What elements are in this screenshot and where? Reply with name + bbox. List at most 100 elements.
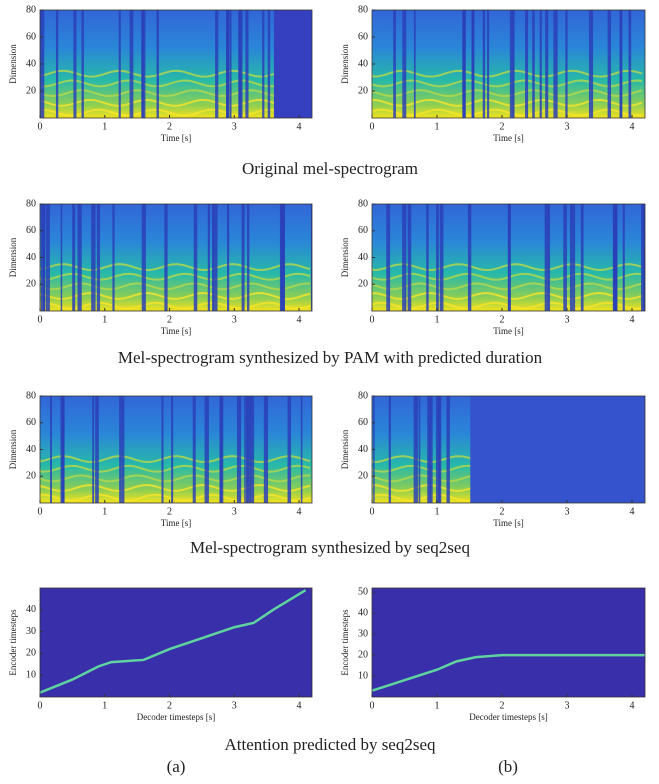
silence-stripe [91,204,96,311]
silence-stripe [588,10,594,118]
silence-stripe [386,204,391,311]
x-tick-label: 4 [297,121,302,132]
plot-area [40,588,312,697]
silence-stripe [418,396,421,503]
y-tick-label: 20 [26,471,36,482]
x-tick-label: 4 [630,506,635,517]
y-tick-label: 80 [26,390,36,401]
x-tick-label: 0 [370,506,375,517]
silence-stripe [572,204,576,311]
x-tick-label: 1 [102,506,107,517]
silence-stripe [55,10,59,118]
y-tick-label: 40 [26,444,36,455]
silence-stripe [426,204,429,311]
plot-area [40,204,312,311]
silence-stripe [215,10,219,118]
silence-stripe [439,204,444,311]
x-tick-label: 3 [232,700,237,711]
y-axis-label: Dimension [340,44,350,84]
silence-stripe [402,204,407,311]
silence-stripe [507,204,511,311]
silence-stripe [77,204,82,311]
x-axis-label: Decoder timesteps [s] [137,712,215,722]
attention-background [40,588,312,697]
caption: Mel-spectrogram synthesized by PAM with … [118,348,543,367]
x-axis-label: Time [s] [493,518,523,528]
silence-stripe [467,204,472,311]
x-tick-label: 2 [167,506,172,517]
silence-stripe [92,396,95,503]
silence-stripe [72,204,76,311]
silence-stripe [622,204,625,311]
y-axis-label: Encoder timesteps [8,609,18,676]
x-tick-label: 0 [370,314,375,325]
frame [371,587,646,698]
plot-area [372,588,645,697]
silence-stripe [300,396,303,503]
silence-stripe [193,204,198,311]
silence-stripe [427,396,431,503]
silence-stripe [60,204,63,311]
y-tick-label: 10 [26,669,36,680]
silence-stripe [73,10,77,118]
y-tick-label: 40 [26,252,36,263]
y-tick-label: 60 [358,225,368,236]
y-axis-label: Dimension [8,237,18,277]
y-tick-label: 10 [358,670,368,681]
silence-stripe [95,396,99,503]
silence-stripe [204,396,209,503]
x-axis-label: Time [s] [161,518,191,528]
y-tick-label: 80 [26,4,36,15]
silence-stripe [119,396,122,503]
harmonic-band [372,108,643,117]
silence-stripe [310,204,312,311]
silence-stripe [402,10,407,118]
silence-stripe [539,10,542,118]
silence-stripe [219,396,223,503]
x-tick-label: 3 [232,314,237,325]
silence-stripe [580,204,584,311]
y-tick-label: 20 [26,85,36,96]
silence-stripe [213,204,218,311]
y-tick-label: 60 [26,31,36,42]
y-tick-label: 40 [358,58,368,69]
y-tick-label: 60 [26,417,36,428]
x-tick-label: 4 [297,506,302,517]
silence-stripe [263,396,269,503]
silence-stripe [112,204,115,311]
y-tick-label: 80 [26,198,36,209]
x-tick-label: 0 [38,700,43,711]
silence-stripe [607,10,612,118]
silence-stripe [393,10,396,118]
attention-background [372,588,645,697]
silence-stripe [407,204,412,311]
x-tick-label: 2 [500,314,505,325]
silence-stripe [207,204,210,311]
silence-stripe [118,10,121,118]
harmonic-band [372,69,643,78]
y-tick-label: 50 [358,586,368,597]
silence-stripe [249,396,255,503]
column-label: (b) [498,757,518,776]
harmonic-band [372,79,643,88]
x-tick-label: 3 [232,121,237,132]
x-tick-label: 0 [370,121,375,132]
x-tick-label: 2 [500,700,505,711]
silence-stripe [229,10,232,118]
x-tick-label: 3 [565,700,570,711]
silence-stripe [388,396,391,503]
silence-stripe [236,396,242,503]
y-tick-label: 40 [26,604,36,615]
y-axis-label: Dimension [340,429,350,469]
x-tick-label: 0 [38,121,43,132]
silence-stripe [238,10,243,118]
silence-stripe [63,396,65,503]
x-tick-label: 0 [38,506,43,517]
caption: Attention predicted by seq2seq [224,735,436,754]
x-tick-label: 0 [38,314,43,325]
silence-stripe [553,10,558,118]
silence-region [470,396,645,503]
silence-stripe [628,10,632,118]
x-axis-label: Time [s] [161,326,191,336]
